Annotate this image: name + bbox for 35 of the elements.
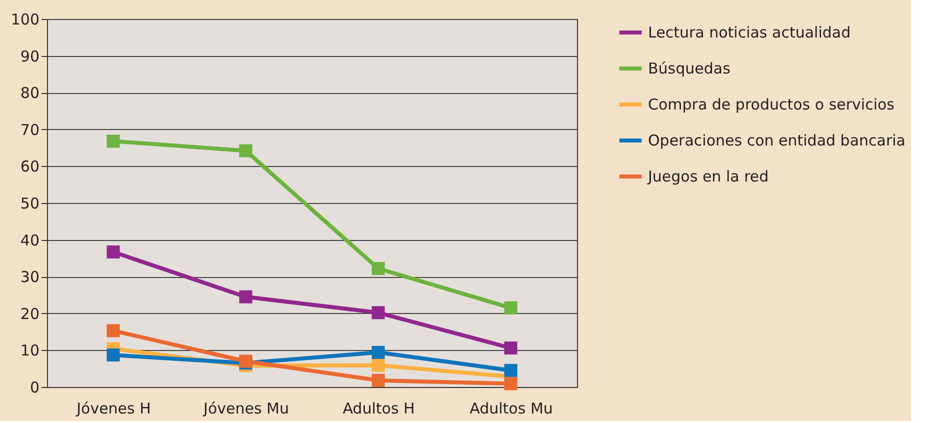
point: [504, 301, 518, 314]
x-tick-label: Jóvenes H: [76, 400, 151, 418]
y-tick-label: 60: [20, 158, 40, 176]
point: [372, 262, 385, 276]
legend-label: Búsquedas: [648, 60, 731, 78]
y-tick-label: 20: [20, 304, 40, 323]
y-tick-label: 10: [20, 342, 40, 360]
y-tick-label: 30: [20, 268, 40, 286]
point: [239, 144, 252, 158]
y-tick-label: 50: [20, 194, 40, 212]
y-tick-label: 0: [30, 378, 40, 396]
x-tick-label: Adultos H: [342, 400, 415, 418]
legend-label: Lectura noticias actualidad: [648, 24, 851, 42]
point: [239, 290, 252, 304]
y-tick-label: 70: [20, 120, 40, 139]
x-tick-label: Adultos Mu: [470, 400, 553, 418]
y-tick-label: 100: [10, 10, 40, 28]
y-tick-label: 90: [20, 47, 40, 66]
legend-label: Compra de productos o servicios: [648, 96, 895, 114]
point: [106, 245, 120, 258]
point: [372, 346, 385, 359]
x-tick-label: Jóvenes Mu: [202, 400, 289, 418]
point: [372, 358, 385, 372]
point: [504, 377, 518, 390]
point: [504, 364, 518, 377]
y-tick-label: 40: [20, 231, 40, 250]
y-tick-label: 80: [20, 84, 40, 102]
point: [504, 341, 518, 355]
point: [372, 306, 385, 320]
legend-label: Juegos en la red: [647, 168, 769, 186]
point: [106, 324, 120, 338]
point: [106, 348, 120, 362]
legend-label: Operaciones con entidad bancaria: [648, 132, 906, 150]
point: [372, 374, 385, 387]
point: [106, 134, 120, 148]
